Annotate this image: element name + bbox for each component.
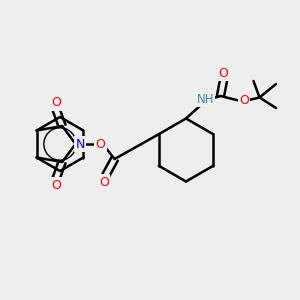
Text: O: O (219, 67, 228, 80)
Text: O: O (239, 94, 249, 107)
Text: O: O (96, 137, 106, 151)
Text: NH: NH (197, 93, 214, 106)
Text: O: O (51, 96, 61, 110)
Text: N: N (75, 137, 85, 151)
Text: O: O (99, 176, 109, 189)
Text: O: O (51, 178, 61, 192)
